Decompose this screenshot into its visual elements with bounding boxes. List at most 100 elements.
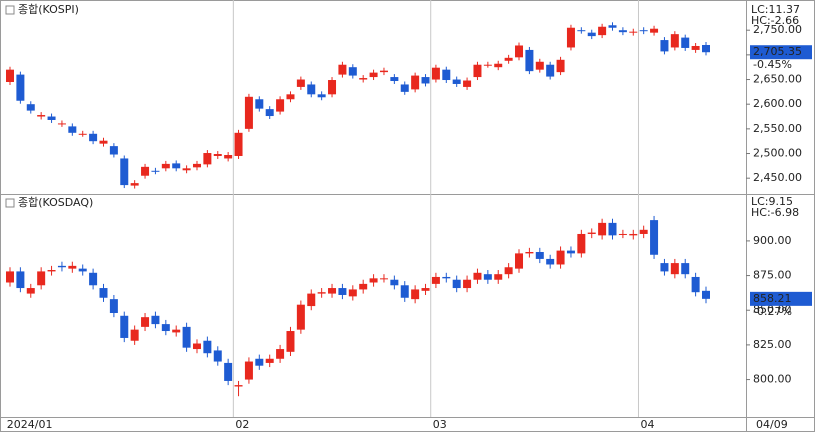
y-tick-label: 900.00 [753, 234, 792, 247]
candle-body [670, 263, 679, 275]
candle-body [255, 358, 264, 366]
candle-body [431, 276, 440, 284]
last-price: 2,705.35 [753, 45, 802, 58]
candle-body [702, 44, 710, 53]
y-tick-label: 875.00 [753, 269, 792, 282]
candle-body [16, 74, 25, 101]
candle-body [99, 288, 108, 298]
candle-body [691, 45, 700, 50]
candle-body [172, 329, 181, 333]
candle-body [348, 289, 357, 297]
candle-body [224, 362, 233, 381]
candle-body [130, 329, 139, 341]
candle-body [6, 69, 14, 82]
candle-body [6, 271, 14, 283]
candle-body [577, 233, 586, 254]
candle-body [234, 132, 243, 156]
y-tick-label: 2,550.00 [753, 122, 802, 135]
candle-body [203, 340, 212, 354]
candle-body [37, 115, 46, 117]
candle-body [328, 80, 337, 95]
candle-body [629, 31, 638, 33]
last-price: 858.21 [753, 292, 792, 305]
candle-body [639, 229, 648, 234]
last-price-box [750, 291, 812, 306]
candle-body [213, 154, 222, 156]
candle-body [89, 133, 98, 142]
candle-body [348, 67, 357, 76]
panel-icon[interactable] [5, 198, 15, 208]
candle-body [47, 270, 56, 272]
candle-body [296, 304, 305, 330]
candle-body [504, 267, 513, 275]
candle-body [307, 84, 316, 95]
candle-body [141, 166, 150, 176]
candle-body [26, 104, 35, 111]
candle-body [276, 99, 285, 112]
candle-body [650, 220, 659, 255]
y-tick-label: 800.00 [753, 373, 792, 386]
candle-body [265, 109, 274, 117]
candle-body [234, 385, 243, 387]
candle-body [338, 64, 347, 75]
candle-body [702, 290, 710, 299]
candle-body [681, 263, 690, 275]
candle-body [494, 274, 503, 280]
candle-body [26, 288, 35, 294]
candle-body [307, 293, 316, 307]
candle-body [151, 170, 160, 172]
candle-body [359, 78, 368, 80]
candle-body [618, 233, 627, 235]
candle-body [120, 158, 129, 186]
change-label: -0.27% [753, 305, 792, 318]
y-tick-label: 2,600.00 [753, 97, 802, 110]
candle-body [535, 251, 544, 259]
candle-body [515, 45, 524, 58]
candle-body [452, 79, 461, 84]
candle-body [608, 222, 617, 236]
candle-body [161, 163, 170, 169]
candle-body [203, 153, 212, 165]
candle-body [317, 292, 326, 294]
last-price-box [750, 45, 812, 60]
candle-body [463, 279, 472, 289]
x-tick-label: 02 [235, 418, 249, 431]
candle-body [390, 77, 399, 82]
candle-body [182, 326, 191, 348]
candle-body [546, 64, 555, 77]
y-tick-label: 2,450.00 [753, 171, 802, 184]
candle-body [473, 64, 482, 78]
candle-body [431, 67, 440, 80]
candle-body [47, 116, 56, 120]
candle-body [494, 63, 503, 68]
y-tick-label: 2,750.00 [753, 23, 802, 36]
candle-body [130, 183, 139, 186]
candle-body [483, 274, 492, 280]
candle-body [598, 26, 607, 36]
candle-body [78, 133, 87, 135]
candle-body [109, 299, 118, 314]
candle-body [286, 331, 295, 352]
y-tick-label: 2,650.00 [753, 73, 802, 86]
candle-body [556, 250, 565, 265]
candle-body [57, 123, 66, 125]
panel-icon[interactable] [5, 5, 15, 15]
candle-body [99, 140, 108, 144]
candle-body [57, 265, 66, 268]
candle-body [182, 168, 191, 171]
candle-body [681, 37, 690, 48]
candle-body [535, 61, 544, 70]
candle-body [618, 30, 627, 33]
candle-body [359, 283, 368, 290]
candle-body [525, 251, 534, 254]
lc-label: LC:9.15 [751, 195, 793, 208]
candle-body [483, 64, 492, 66]
candle-body [566, 250, 575, 254]
candle-body [338, 288, 347, 295]
candle-body [639, 30, 648, 32]
candle-body [400, 84, 409, 92]
candle-body [379, 278, 388, 280]
candle-body [629, 233, 638, 236]
candle-body [546, 258, 555, 265]
candle-body [390, 279, 399, 286]
